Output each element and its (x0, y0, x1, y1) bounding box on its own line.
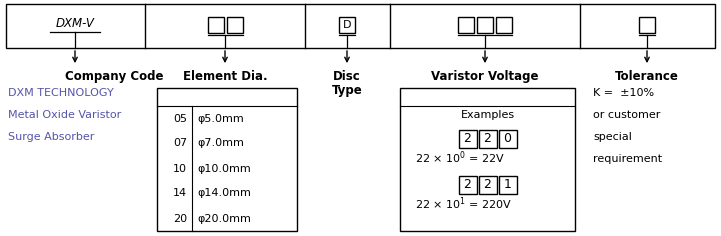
Text: Varistor Voltage: Varistor Voltage (431, 70, 539, 83)
Text: Metal Oxide Varistor: Metal Oxide Varistor (8, 110, 121, 120)
Bar (226, 17, 242, 33)
Bar (496, 17, 512, 33)
Bar (498, 176, 516, 194)
Text: 14: 14 (173, 189, 187, 198)
Text: φ14.0mm: φ14.0mm (197, 189, 251, 198)
Bar (339, 17, 355, 33)
Bar (479, 176, 497, 194)
Text: requirement: requirement (593, 154, 662, 164)
Text: Tolerance: Tolerance (615, 70, 679, 83)
Bar (479, 130, 497, 148)
Text: D: D (342, 20, 351, 30)
Text: Element Dia.: Element Dia. (182, 70, 267, 83)
Bar (157, 88, 297, 231)
Text: K =  ±10%: K = ±10% (593, 88, 654, 98)
Text: 2: 2 (484, 178, 492, 191)
Text: 05: 05 (173, 114, 187, 123)
Text: Surge Absorber: Surge Absorber (8, 132, 94, 142)
Text: 10: 10 (173, 164, 187, 173)
Text: φ7.0mm: φ7.0mm (197, 139, 244, 148)
Text: φ20.0mm: φ20.0mm (197, 214, 251, 223)
Text: special: special (593, 132, 632, 142)
Text: 2: 2 (464, 132, 472, 146)
Bar (208, 17, 224, 33)
Bar (459, 176, 477, 194)
Text: 1: 1 (503, 178, 511, 191)
Text: Type: Type (332, 84, 363, 97)
Bar (477, 17, 493, 33)
Text: DXM TECHNOLOGY: DXM TECHNOLOGY (8, 88, 114, 98)
Text: 2: 2 (464, 178, 472, 191)
Bar (400, 88, 575, 231)
Text: 07: 07 (173, 139, 187, 148)
Bar (459, 130, 477, 148)
Text: 20: 20 (173, 214, 187, 223)
Bar (639, 17, 655, 33)
Text: Company Code: Company Code (65, 70, 164, 83)
Text: Disc: Disc (333, 70, 361, 83)
Text: DXM-V: DXM-V (56, 17, 94, 30)
Bar (6, 4, 715, 48)
Text: 2: 2 (484, 132, 492, 146)
Text: 22 × 10$^{1}$ = 220V: 22 × 10$^{1}$ = 220V (415, 196, 512, 212)
Text: φ5.0mm: φ5.0mm (197, 114, 244, 123)
Text: or customer: or customer (593, 110, 660, 120)
Text: 0: 0 (503, 132, 511, 146)
Bar (498, 130, 516, 148)
Text: φ10.0mm: φ10.0mm (197, 164, 251, 173)
Text: Examples: Examples (461, 110, 515, 120)
Text: 22 × 10$^{0}$ = 22V: 22 × 10$^{0}$ = 22V (415, 150, 505, 166)
Bar (458, 17, 474, 33)
